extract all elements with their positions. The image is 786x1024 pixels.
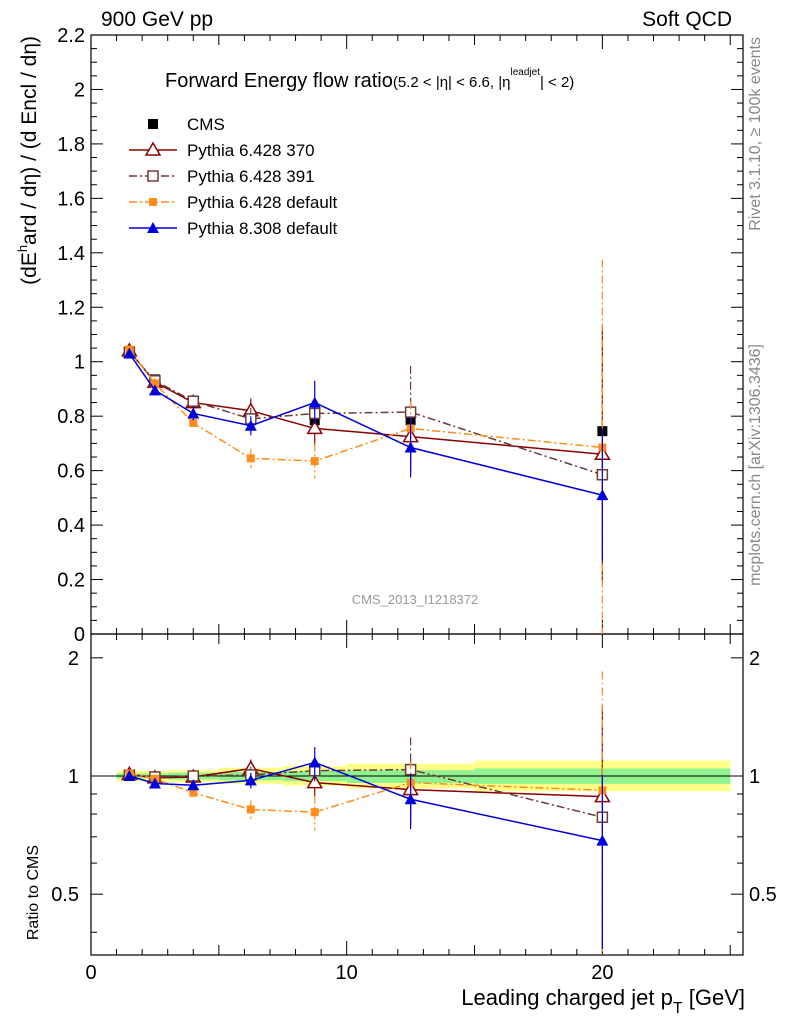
ratio-series-pythia6-default	[125, 671, 607, 955]
header-left: 900 GeV pp	[101, 8, 214, 31]
data-point	[148, 384, 161, 396]
y-tick-label: 2	[74, 79, 85, 101]
data-point	[244, 419, 257, 431]
data-point	[246, 454, 255, 463]
axis-ticks: 0 0.2 0.4 0.6 0.8 1 1.2 1.4 1.6 1.8 2 2.2 0 10 20 0.5 0.…	[51, 25, 777, 984]
ratio-tick-label-left: 0.5	[51, 884, 79, 906]
data-point	[187, 407, 200, 419]
ratio-marker	[246, 805, 255, 814]
data-point	[404, 441, 417, 453]
y-axis-label: (dEhard / dη) / (d Encl / dη)	[15, 36, 41, 285]
legend-label-pythia8-default: Pythia 8.308 default	[187, 219, 338, 238]
legend-label-pythia6-370: Pythia 6.428 370	[187, 141, 315, 160]
ratio-marker	[189, 788, 198, 797]
y-tick-label: 0.2	[57, 570, 85, 592]
y-tick-label: 2.2	[57, 25, 85, 47]
ratio-tick-label-right: 2	[749, 648, 760, 670]
ratio-marker	[308, 756, 321, 768]
mcplots-reference-label: mcplots.cern.ch [arXiv:1306.3436]	[747, 344, 764, 586]
y-tick-label: 0.6	[57, 461, 85, 483]
ratio-tick-label-left: 1	[68, 766, 79, 788]
legend-marker-pythia6-default	[149, 198, 157, 206]
ratio-marker	[148, 777, 161, 789]
chart-title: Forward Energy flow ratio(5.2 < |η| < 6.…	[165, 67, 574, 92]
data-point	[596, 489, 609, 501]
y-tick-label: 0.8	[57, 406, 85, 428]
ratio-tick-label-left: 2	[68, 648, 79, 670]
legend-label-cms: CMS	[187, 115, 225, 134]
series-line	[128, 351, 603, 476]
y-tick-label: 1	[74, 352, 85, 374]
data-point	[150, 379, 159, 388]
legend-marker-pythia6-391	[147, 170, 159, 182]
ratio-tick-label-right: 1	[749, 766, 760, 788]
legend-marker-pythia8-default	[147, 222, 159, 233]
x-axis-label: Leading charged jet pT [GeV]	[461, 985, 745, 1017]
series-line	[128, 349, 603, 462]
ratio-plot-frame	[90, 633, 744, 956]
x-tick-label: 20	[591, 962, 613, 984]
series-layer	[121, 259, 611, 634]
ratio-series-pythia8-default	[123, 747, 609, 950]
y-tick-label: 0.4	[57, 515, 85, 537]
legend-marker-pythia6-370	[144, 141, 162, 156]
series-line	[128, 353, 603, 496]
data-point	[310, 457, 319, 466]
legend: CMS Pythia 6.428 370 Pythia 6.428 391 Pythi…	[129, 115, 338, 238]
x-tick-label: 10	[336, 962, 358, 984]
series-line	[128, 350, 603, 456]
ratio-marker	[306, 774, 324, 789]
ratio-marker	[310, 808, 319, 817]
y-tick-label: 1.4	[57, 243, 85, 265]
header-right: Soft QCD	[642, 8, 732, 31]
ratio-marker	[244, 774, 257, 786]
legend-marker-cms	[148, 119, 158, 129]
series-pythia6-370	[121, 326, 611, 583]
ratio-y-label: Ratio to CMS	[25, 845, 42, 940]
data-point	[123, 347, 136, 359]
ratio-series-pythia6-370	[121, 704, 611, 955]
ratio-marker	[123, 770, 136, 782]
data-point	[187, 395, 200, 407]
analysis-watermark: CMS_2013_I1218372	[352, 592, 479, 607]
series-pythia6-391	[123, 346, 609, 581]
y-tick-label: 1.8	[57, 134, 85, 156]
y-tick-label: 1.6	[57, 188, 85, 210]
series-pythia8-default	[123, 347, 609, 561]
data-point	[189, 418, 198, 427]
legend-label-pythia6-391: Pythia 6.428 391	[187, 167, 315, 186]
data-point	[306, 419, 324, 435]
series-pythia6-default	[125, 259, 607, 634]
ratio-tick-label-right: 0.5	[749, 884, 777, 906]
y-tick-label: 1.2	[57, 297, 85, 319]
ratio-marker	[187, 779, 200, 791]
ratio-marker	[404, 793, 417, 805]
ratio-series-layer	[121, 671, 611, 955]
legend-label-pythia6-default: Pythia 6.428 default	[187, 193, 338, 212]
ratio-marker	[596, 834, 609, 846]
y-tick-label: 0	[74, 624, 85, 646]
rivet-version-label: Rivet 3.1.10, ≥ 100k events	[747, 37, 764, 231]
x-tick-label: 0	[85, 962, 96, 984]
data-point	[308, 396, 321, 408]
